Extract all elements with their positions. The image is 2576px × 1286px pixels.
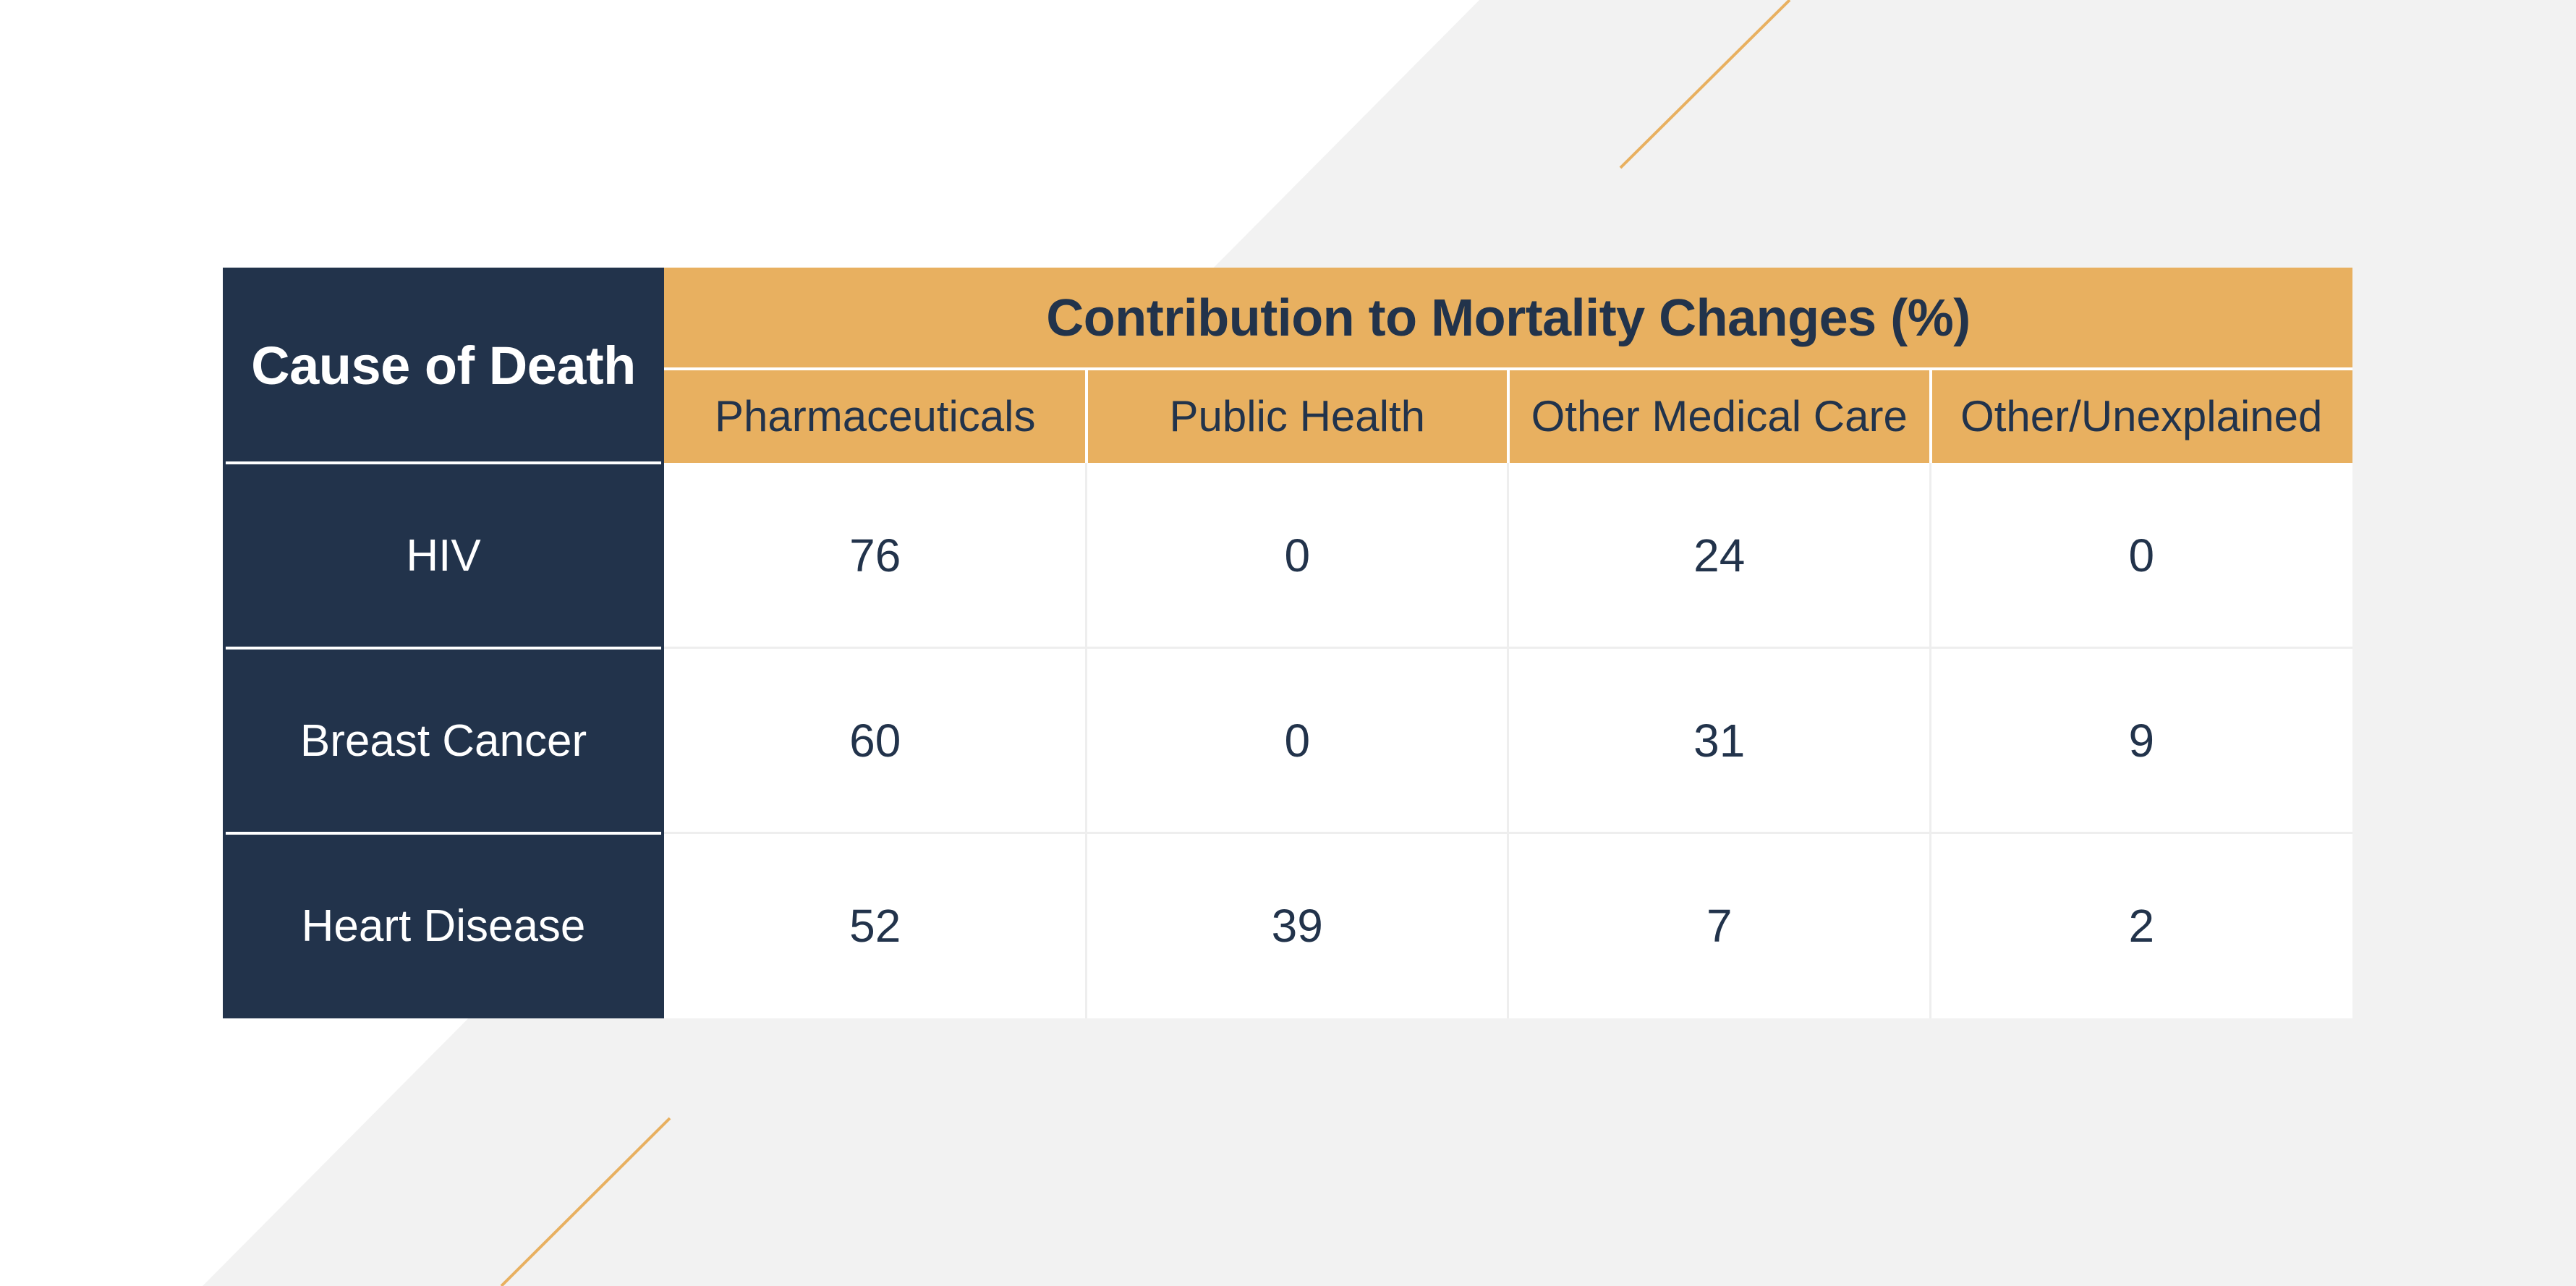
table-cell: 31 xyxy=(1508,648,1931,833)
table-cell: 60 xyxy=(664,648,1087,833)
column-header: Pharmaceuticals xyxy=(664,369,1087,463)
gold-accent-line-bottom xyxy=(500,1117,671,1286)
row-label: Breast Cancer xyxy=(223,648,664,833)
table-cell: 0 xyxy=(1086,648,1508,833)
table-cell: 2 xyxy=(1930,833,2352,1018)
table-cell: 52 xyxy=(664,833,1087,1018)
column-divider xyxy=(1507,463,1509,1018)
row-label-divider xyxy=(226,461,661,464)
column-header: Other/Unexplained xyxy=(1930,369,2352,463)
row-label: Heart Disease xyxy=(223,833,664,1018)
stub-header: Cause of Death xyxy=(223,268,664,463)
column-header: Public Health xyxy=(1086,369,1508,463)
row-label-divider xyxy=(226,647,661,650)
row-label: HIV xyxy=(223,463,664,648)
group-header: Contribution to Mortality Changes (%) xyxy=(664,268,2352,369)
column-header: Other Medical Care xyxy=(1508,369,1931,463)
table-cell: 0 xyxy=(1930,463,2352,648)
header-column-divider xyxy=(1929,369,1932,463)
gold-accent-line-top xyxy=(1619,0,1791,169)
table-cell: 0 xyxy=(1086,463,1508,648)
table-cell: 7 xyxy=(1508,833,1931,1018)
table-cell: 76 xyxy=(664,463,1087,648)
header-column-divider xyxy=(1507,369,1510,463)
table-cell: 9 xyxy=(1930,648,2352,833)
table-cell: 39 xyxy=(1086,833,1508,1018)
row-label-divider xyxy=(226,832,661,835)
column-divider xyxy=(1084,463,1087,1018)
table-cell: 24 xyxy=(1508,463,1931,648)
column-divider xyxy=(1929,463,1931,1018)
header-column-divider xyxy=(1084,369,1088,463)
